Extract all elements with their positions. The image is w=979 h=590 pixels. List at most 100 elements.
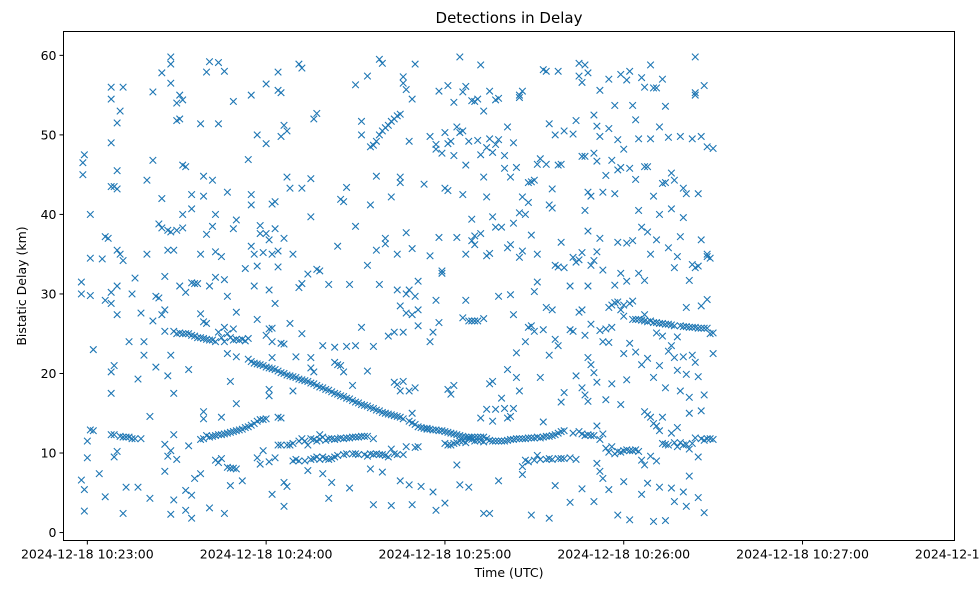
x-tick-label: 2024-12-18 10:28:00: [915, 547, 979, 562]
data-point: [280, 121, 288, 130]
data-point: [637, 361, 646, 369]
data-point: [506, 173, 515, 181]
data-point: [488, 213, 497, 221]
data-point: [199, 415, 208, 423]
data-point: [474, 136, 482, 145]
data-point: [602, 171, 610, 180]
data-point: [164, 246, 172, 254]
data-point: [670, 322, 679, 330]
data-point: [608, 323, 616, 332]
data-point: [581, 331, 589, 339]
data-point: [107, 95, 115, 103]
data-point: [336, 361, 345, 370]
data-point: [596, 234, 604, 242]
data-point: [307, 364, 315, 372]
data-point: [402, 309, 410, 317]
data-point: [497, 394, 506, 402]
data-point: [155, 294, 163, 302]
data-point: [134, 375, 142, 383]
data-point: [530, 327, 539, 336]
data-point: [548, 306, 556, 314]
data-point: [518, 193, 527, 201]
data-point: [688, 135, 696, 143]
data-point: [271, 198, 279, 206]
data-point: [250, 250, 258, 258]
data-point: [173, 455, 181, 464]
data-point: [500, 404, 509, 413]
data-point: [658, 413, 667, 421]
data-point: [161, 272, 169, 281]
data-point: [307, 353, 315, 362]
data-point: [220, 323, 229, 332]
data-point: [709, 349, 717, 358]
data-point: [158, 194, 166, 203]
data-point: [548, 204, 556, 212]
data-point: [134, 483, 142, 491]
data-point: [596, 86, 604, 95]
data-point: [623, 376, 631, 384]
data-point: [119, 83, 127, 91]
data-point: [471, 232, 479, 240]
data-point: [280, 478, 288, 487]
data-point: [399, 79, 407, 87]
data-point: [524, 198, 533, 207]
data-point: [617, 306, 625, 314]
data-point: [393, 380, 401, 389]
data-point: [328, 478, 336, 487]
data-point: [250, 282, 258, 290]
data-point: [643, 163, 652, 171]
data-point: [450, 151, 458, 160]
data-point: [673, 333, 682, 341]
data-point: [375, 450, 384, 459]
data-point: [605, 485, 613, 494]
data-point: [625, 67, 634, 75]
data-point: [551, 131, 559, 139]
data-point: [494, 477, 503, 485]
data-point: [596, 132, 604, 141]
data-point: [259, 446, 267, 455]
data-point: [187, 514, 196, 522]
data-point: [107, 368, 115, 376]
data-point: [181, 163, 190, 171]
data-point: [462, 161, 470, 169]
data-point: [477, 229, 485, 238]
data-point: [536, 155, 544, 163]
data-point: [110, 453, 118, 461]
data-points: [77, 53, 717, 526]
data-point: [557, 398, 565, 406]
data-point: [411, 60, 419, 68]
data-point: [459, 127, 467, 135]
data-point: [503, 123, 512, 131]
data-point: [402, 229, 410, 237]
data-point: [357, 117, 366, 126]
data-point: [682, 440, 690, 448]
data-point: [637, 223, 646, 231]
data-point: [468, 236, 476, 245]
data-point: [372, 137, 381, 145]
data-point: [685, 409, 693, 417]
data-point: [217, 334, 226, 342]
data-point: [661, 320, 670, 328]
data-point: [190, 474, 199, 483]
data-point: [655, 483, 664, 491]
data-point: [590, 149, 598, 157]
data-point: [149, 88, 157, 96]
data-point: [587, 320, 595, 328]
data-point: [524, 434, 533, 442]
data-point: [301, 437, 309, 445]
data-point: [357, 432, 366, 441]
data-point: [614, 135, 622, 144]
data-point: [566, 498, 574, 507]
data-point: [494, 135, 503, 144]
data-point: [450, 98, 458, 106]
data-point: [640, 83, 649, 91]
data-point: [119, 433, 127, 441]
y-tick-label: 30: [41, 286, 57, 301]
data-point: [429, 328, 437, 336]
data-point: [316, 267, 324, 275]
data-point: [268, 337, 276, 346]
data-point: [456, 481, 464, 489]
data-point: [435, 87, 443, 95]
data-point: [578, 485, 586, 493]
